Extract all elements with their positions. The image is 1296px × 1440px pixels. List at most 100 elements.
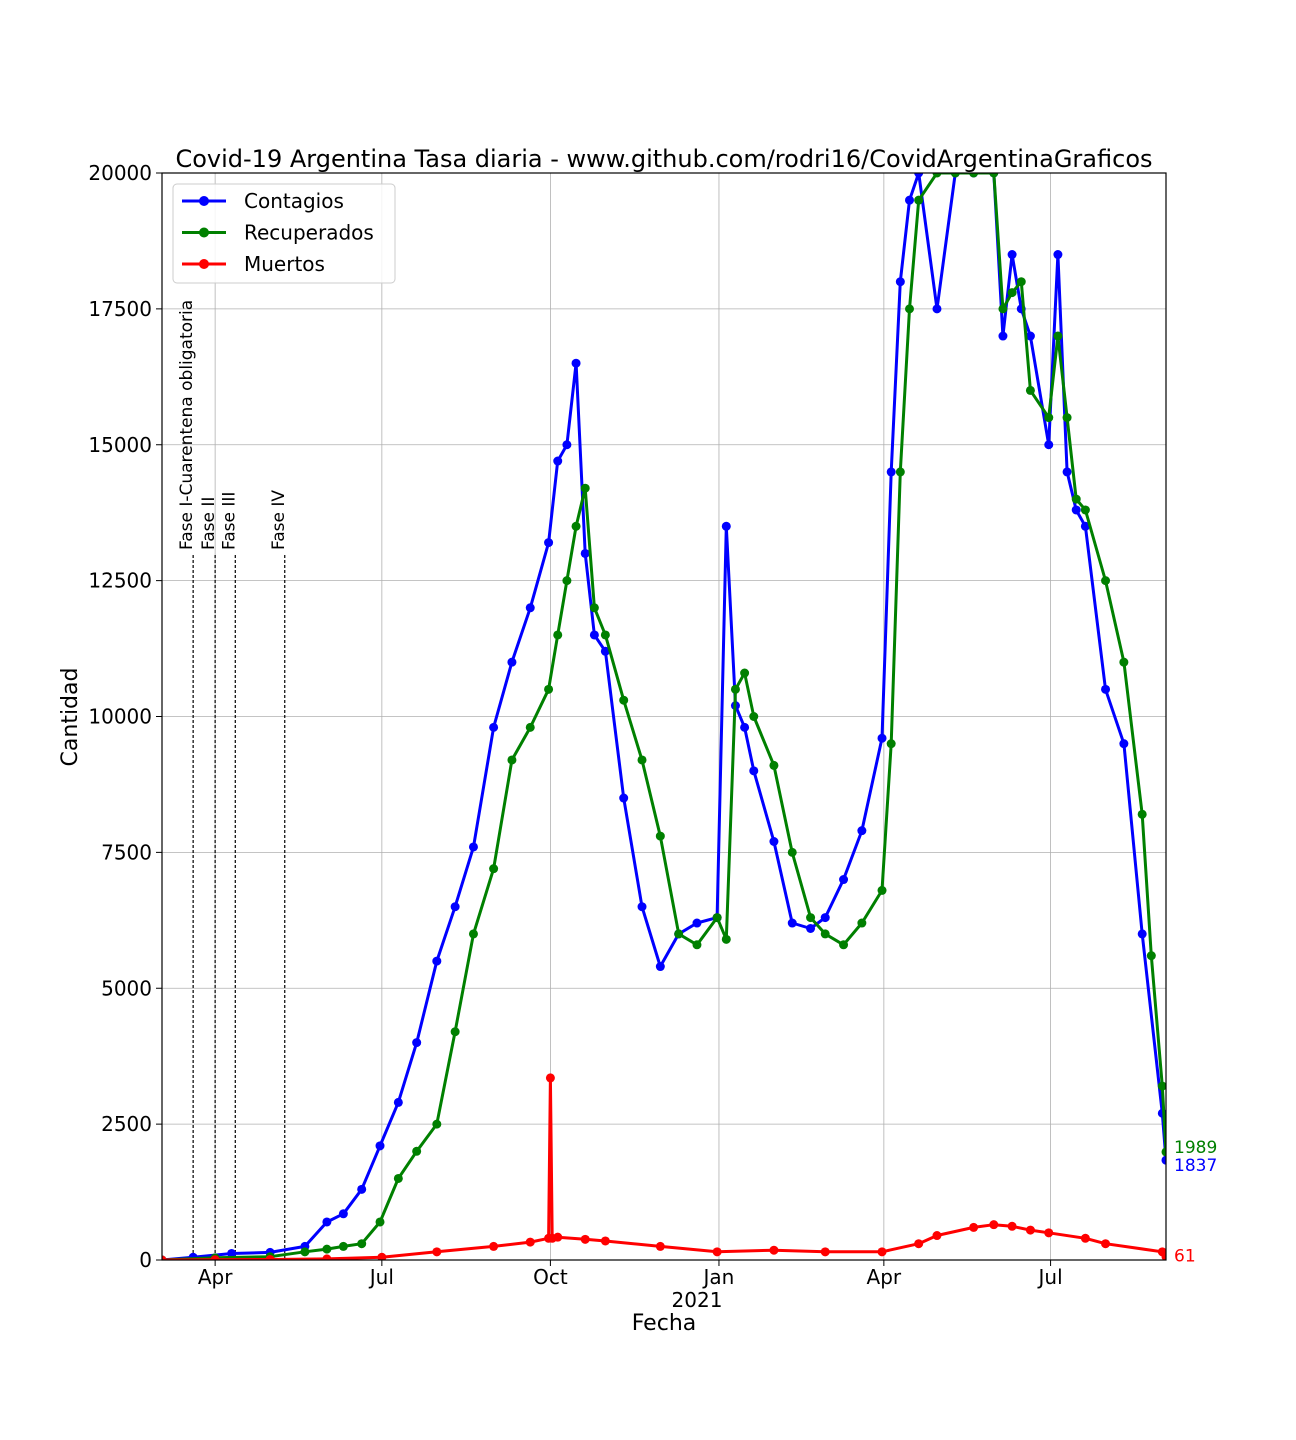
data-point-muertos [914,1239,924,1249]
data-point-recuperados [489,864,499,874]
data-point-recuperados [544,684,554,694]
data-point-contagios [1053,250,1063,260]
data-point-muertos [1007,1221,1017,1231]
data-point-muertos [377,1252,387,1260]
data-point-recuperados [721,934,731,944]
y-tick-label: 15000 [88,433,152,457]
data-point-recuperados [998,304,1008,314]
data-point-contagios [357,1184,367,1194]
data-point-recuperados [393,1173,403,1183]
data-point-contagios [1080,521,1090,531]
data-point-recuperados [820,929,830,939]
data-point-contagios [895,277,905,287]
data-point-contagios [589,630,599,640]
data-point-contagios [432,956,442,966]
data-point-recuperados [1053,331,1063,341]
data-point-contagios [1062,467,1072,477]
data-point-contagios [749,766,759,776]
data-point-recuperados [787,847,797,857]
data-point-recuperados [895,467,905,477]
end-label-muertos: 61 [1174,1247,1196,1267]
data-point-contagios [227,1248,237,1258]
phase-markers: Fase I-Cuarentena obligatoria Fase II Fase… [177,300,289,1260]
data-point-contagios [393,1097,403,1107]
data-point-muertos [322,1254,332,1260]
data-point-contagios [544,538,554,548]
data-point-recuperados [375,1217,385,1227]
data-point-contagios [905,195,915,205]
data-point-contagios [322,1217,332,1227]
x-tick-label: Jan [702,1265,735,1289]
data-point-muertos [1101,1239,1111,1249]
x-axis-title: Fecha [632,1311,697,1336]
data-point-recuperados [730,684,740,694]
data-point-recuperados [1062,413,1072,423]
data-point-recuperados [637,755,647,765]
data-point-recuperados [674,929,684,939]
data-point-recuperados [600,630,610,640]
data-point-recuperados [749,712,759,721]
data-point-contagios [375,1141,385,1151]
data-point-contagios [450,902,460,912]
data-point-recuperados [932,173,942,178]
data-point-contagios [1137,929,1147,939]
data-point-recuperados [589,603,599,613]
data-point-recuperados [1119,657,1129,667]
y-axis-title: Cantidad [58,668,83,767]
data-point-recuperados [740,668,750,678]
data-point-muertos [989,1220,999,1230]
y-tick-label: 0 [139,1248,152,1272]
data-point-recuperados [300,1247,310,1257]
data-point-muertos [1161,1252,1166,1260]
data-point-recuperados [712,913,722,923]
y-tick-label: 2500 [101,1112,152,1136]
y-tick-label: 5000 [101,976,152,1000]
x-tick-label: Jul [1037,1265,1063,1289]
data-point-muertos [525,1237,535,1247]
legend-label: Recuperados [244,221,374,245]
legend-label: Contagios [244,189,344,213]
data-point-muertos [432,1247,442,1257]
end-label-contagios: 1837 [1174,1156,1217,1176]
data-point-contagios [721,521,731,531]
data-point-contagios [525,603,535,613]
chart-title: Covid-19 Argentina Tasa diaria - www.git… [175,145,1152,173]
data-point-recuperados [357,1239,367,1249]
data-point-recuperados [619,695,629,705]
data-point-contagios [740,722,750,732]
x-tick-label: Jul [368,1265,394,1289]
data-point-contagios [553,456,563,466]
x-axis: Apr Jul Oct Jan Apr Jul [198,1260,1063,1289]
data-point-muertos [712,1247,722,1257]
data-point-contagios [338,1209,348,1219]
end-label-recuperados: 1989 [1174,1138,1217,1158]
data-point-recuperados [655,831,665,841]
data-point-recuperados [969,173,979,178]
data-point-recuperados [1146,951,1156,961]
data-point-recuperados [950,173,960,178]
data-point-recuperados [525,722,535,732]
data-point-muertos [489,1241,499,1251]
data-point-contagios [600,646,610,656]
y-tick-label: 12500 [88,569,152,593]
legend-box [172,183,396,284]
data-point-recuperados [580,483,590,493]
data-point-contagios [562,440,572,450]
data-point-recuperados [1101,576,1111,586]
data-point-recuperados [450,1027,460,1037]
data-point-contagios [1071,505,1081,515]
data-point-recuperados [839,940,849,950]
legend-swatch-marker [199,259,209,269]
data-point-recuperados [1044,413,1054,423]
legend-label: Muertos [244,252,325,276]
phase-label: Fase I-Cuarentena obligatoria [177,300,197,550]
data-point-contagios [877,733,887,743]
data-point-muertos [1080,1233,1090,1243]
data-point-contagios [839,875,849,885]
data-point-contagios [820,913,830,923]
data-point-muertos [545,1073,555,1083]
data-point-contagios [655,962,665,972]
data-point-muertos [769,1245,779,1255]
